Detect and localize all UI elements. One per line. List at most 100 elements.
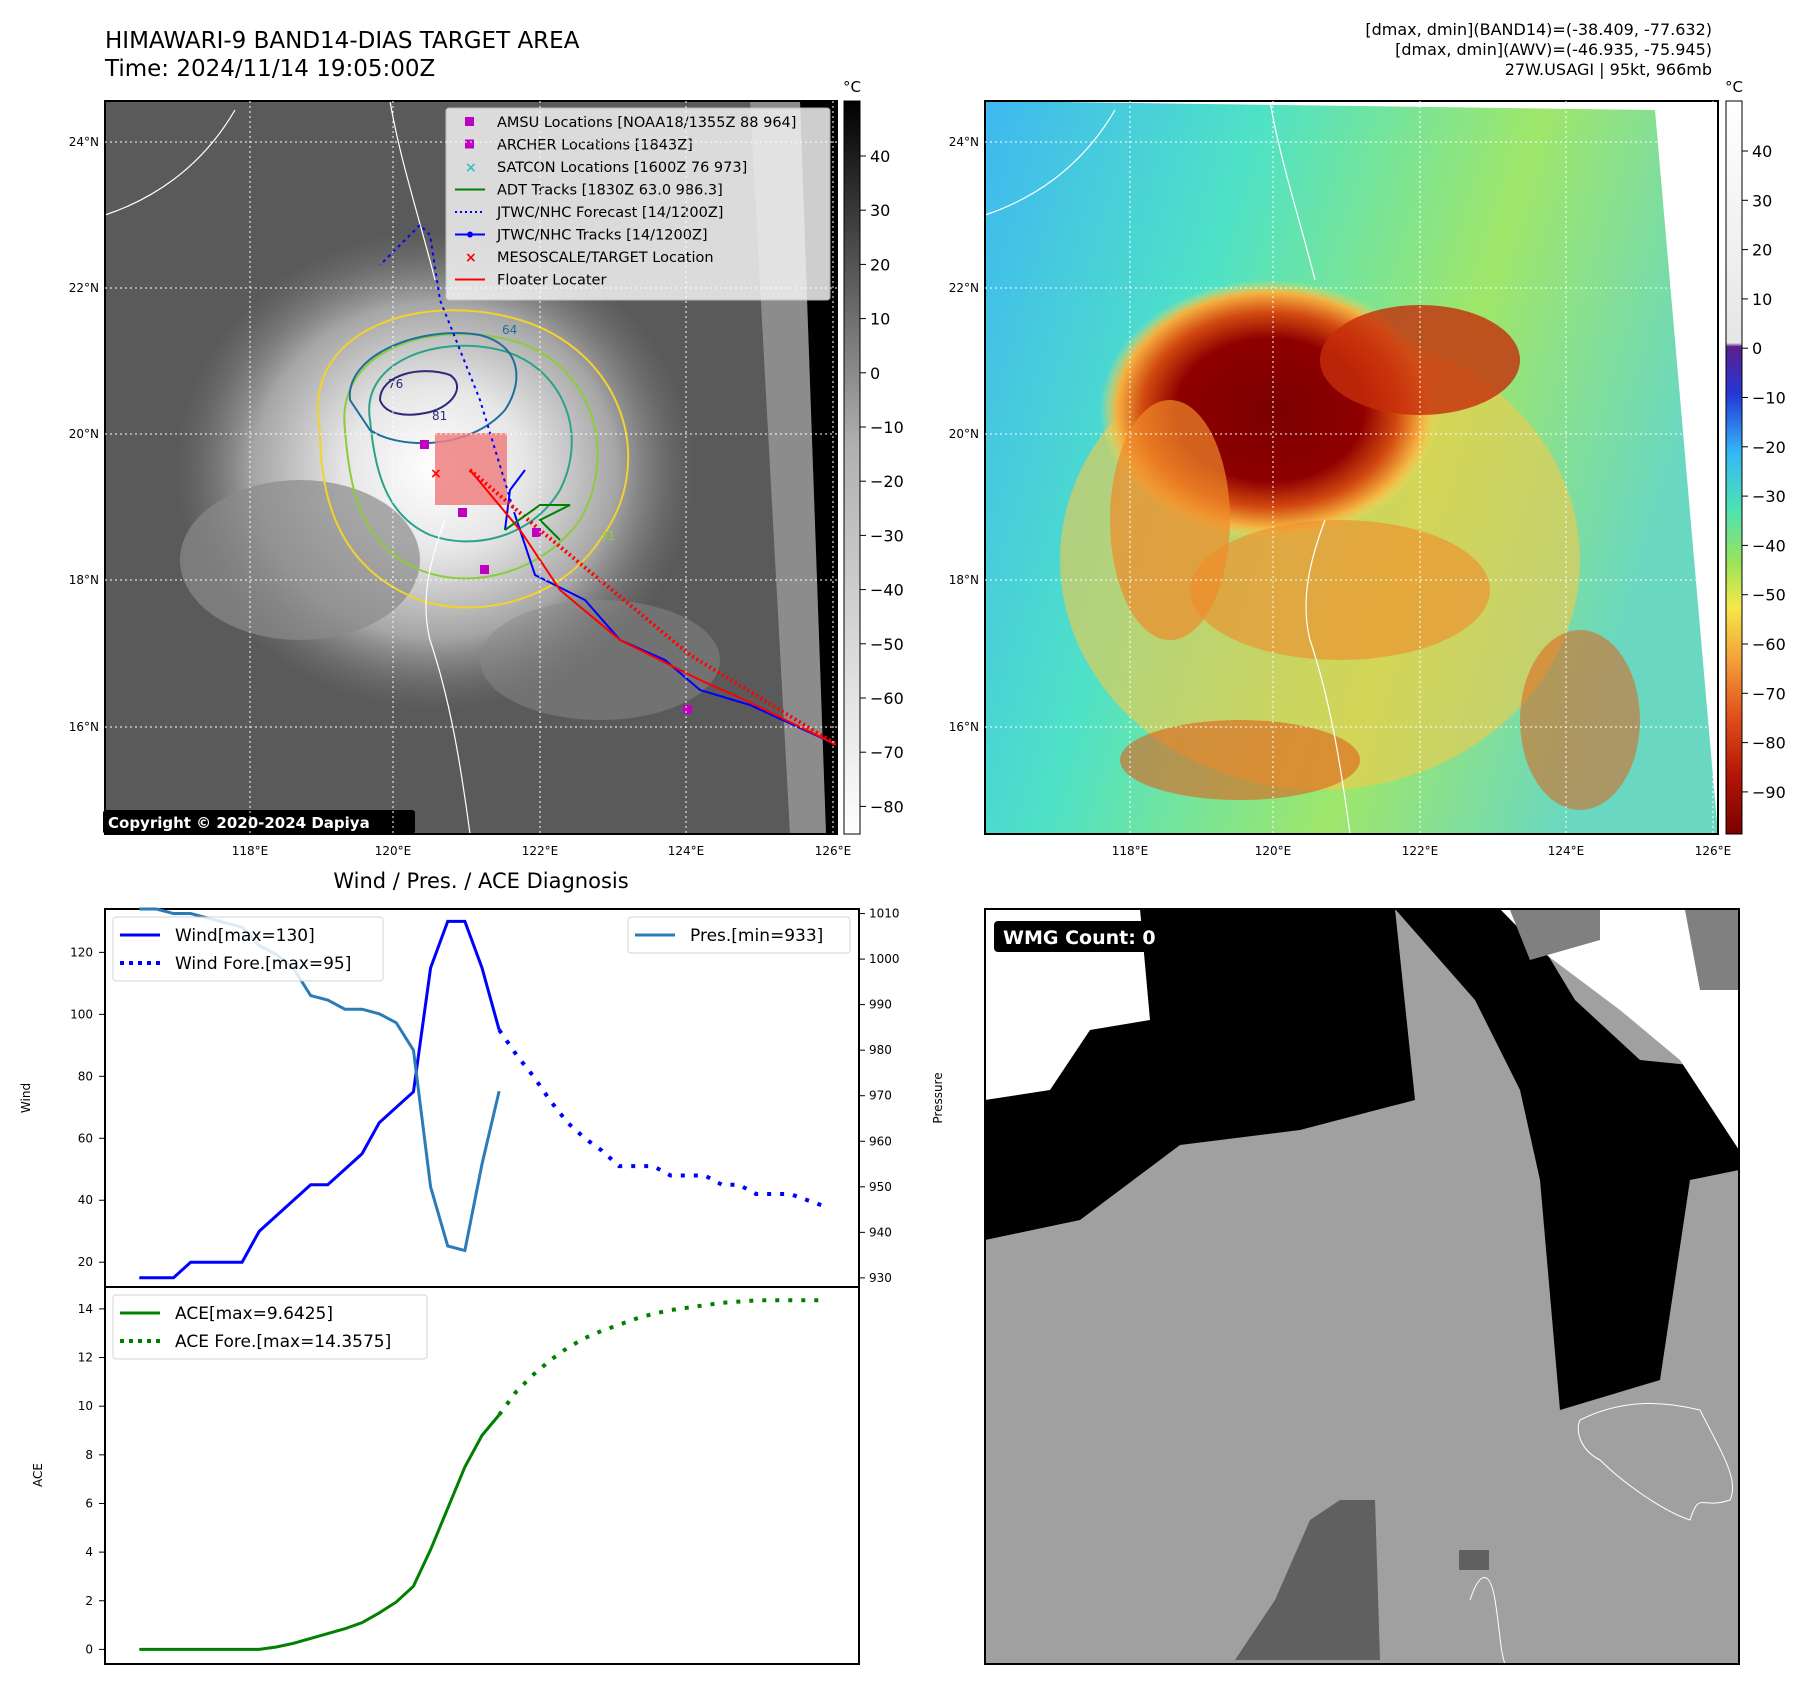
pressure-y-tick-label: 1000 [869, 952, 900, 966]
pressure-axis-label: Pressure [931, 1072, 945, 1123]
wind-axis-label: Wind [19, 1083, 33, 1113]
contour-label-31: 31 [600, 529, 615, 543]
colorbar-tick-label: −80 [1752, 734, 1786, 753]
pressure-y-tick-label: 980 [869, 1043, 892, 1057]
colorbar-tick-label: 30 [870, 201, 890, 220]
archer-marker [683, 705, 692, 714]
pressure-series-line [139, 907, 501, 1253]
wind-series-line [139, 919, 501, 1280]
ir-map-panel: × 64 76 81 31 AMSU Locations [NOAA18/135… [103, 100, 839, 835]
wind-y-tick-label: 40 [78, 1193, 93, 1207]
colorbar-tick-label: −50 [1752, 586, 1786, 605]
archer-marker [458, 508, 467, 517]
colorbar-tick-label: 0 [1752, 339, 1762, 358]
contour-label-76: 76 [388, 377, 403, 391]
pressure-y-tick-label: 940 [869, 1225, 892, 1239]
contour-ring [378, 370, 459, 416]
awv-map-frame [984, 100, 1719, 835]
awv-map-panel [984, 100, 1719, 835]
legend-entry-label: JTWC/NHC Tracks [14/1200Z] [496, 228, 708, 244]
wind-pressure-chart: 20 40 60 80 100 120 930 940 950 960 970 980 990 1000… [19, 907, 945, 1288]
legend-swatch [465, 117, 474, 126]
ace-y-tick-label: 8 [85, 1448, 93, 1462]
colorbar-tick-label: 10 [870, 310, 890, 329]
wmg-dark-region [1459, 1550, 1489, 1570]
floater-track-dense [468, 468, 839, 747]
colorbar-tick-label: −50 [870, 635, 904, 654]
info-awv: [dmax, dmin](AWV)=(-46.935, -75.945) [1395, 40, 1712, 59]
awv-rainband [1190, 520, 1490, 660]
lat-tick-label: 20°N [69, 427, 99, 441]
wmg-gray-region [1510, 910, 1600, 960]
amsu-marker [420, 440, 429, 449]
wmg-count-label: WMG Count: 0 [1003, 927, 1156, 949]
pressure-y-tick-label: 1010 [869, 907, 900, 921]
figure-title-line1: HIMAWARI-9 BAND14-DIAS TARGET AREA [105, 28, 580, 54]
lon-tick-label: 120°E [375, 844, 412, 858]
wind-y-tick-label: 80 [78, 1069, 93, 1083]
ace-y-tick-label: 0 [85, 1642, 93, 1656]
ace-y-tick-label: 2 [85, 1594, 93, 1608]
colorbar-tick-label: −30 [870, 526, 904, 545]
contour-ring [316, 309, 630, 609]
wmg-count-box [994, 921, 1174, 952]
contour-ring [368, 344, 573, 543]
intensity-info: [dmax, dmin](BAND14)=(-38.409, -77.632) … [1365, 20, 1712, 80]
colorbar-tick-label: −70 [1752, 684, 1786, 703]
wmg-panel: WMG Count: 0 [984, 908, 1740, 1665]
colorbar-tick-label: −90 [1752, 783, 1786, 802]
awv-rainband [1120, 720, 1360, 800]
pressure-y-tick-label: 930 [869, 1271, 892, 1285]
mesoscale-target-marker: × [430, 466, 442, 482]
colorbar-tick-label: −40 [870, 581, 904, 600]
ace-y-tick-label: 14 [78, 1302, 93, 1316]
lat-tick-label: 16°N [69, 720, 99, 734]
legend-entry-label: ARCHER Locations [1843Z] [497, 138, 693, 154]
legend-swatch [465, 139, 474, 149]
colorbar-tick-label: 20 [1752, 241, 1772, 260]
wind-y-tick-label: 60 [78, 1131, 93, 1145]
lat-tick-label: 18°N [69, 573, 99, 587]
lat-tick-label: 18°N [949, 573, 979, 587]
coastline [104, 100, 471, 835]
diagnosis-title: Wind / Pres. / ACE Diagnosis [333, 869, 628, 893]
contour-ring [343, 333, 599, 580]
adt-track [504, 504, 571, 541]
colorbar-tick-label: −80 [870, 797, 904, 816]
wind-y-tick-label: 120 [70, 945, 93, 959]
ace-y-tick-label: 4 [85, 1545, 93, 1559]
lon-tick-label: 124°E [668, 844, 705, 858]
lat-tick-label: 24°N [949, 135, 979, 149]
colorbar-tick-label: −10 [1752, 389, 1786, 408]
lon-tick-label: 118°E [232, 844, 269, 858]
wmg-white-region [1500, 909, 1739, 1150]
ir-colorbar-bar [843, 100, 861, 835]
jtwc-track [504, 469, 526, 531]
legend-entry-label: MESOSCALE/TARGET Location [497, 250, 714, 266]
ace-y-tick-label: 10 [78, 1399, 93, 1413]
ace-legend-box [112, 1294, 428, 1360]
colorbar-tick-label: 30 [1752, 191, 1772, 210]
ace-axis-label: ACE [31, 1463, 45, 1487]
wmg-coastline [1469, 1577, 1506, 1665]
colorbar-tick-label: 40 [870, 147, 890, 166]
legend-entry-label: ADT Tracks [1830Z 63.0 986.3] [497, 183, 723, 199]
ir-colorbar: °C 40 30 20 10 0 −10 −20 −30 −40 −50 −60 −70 −80 [843, 78, 904, 835]
legend-entry-label: AMSU Locations [NOAA18/1355Z 88 964] [497, 115, 796, 131]
ace-series-line [139, 1413, 501, 1651]
colorbar-tick-label: −30 [1752, 487, 1786, 506]
wmg-frame [984, 908, 1740, 1665]
awv-outflow [1320, 305, 1520, 415]
lon-tick-label: 122°E [1402, 844, 1439, 858]
map-legend-box [445, 107, 831, 301]
figure-title-line2: Time: 2024/11/14 19:05:00Z [105, 56, 436, 82]
wind-forecast-series-line [497, 1028, 826, 1209]
lon-tick-label: 124°E [1548, 844, 1585, 858]
legend-swatch: × [465, 250, 477, 266]
wmg-white-region [985, 909, 1150, 1100]
wind-legend-label: Wind[max=130] [175, 926, 315, 946]
wmg-dark-region [1235, 1500, 1380, 1660]
colorbar-tick-label: −20 [1752, 438, 1786, 457]
ace-y-tick-label: 6 [85, 1496, 93, 1510]
